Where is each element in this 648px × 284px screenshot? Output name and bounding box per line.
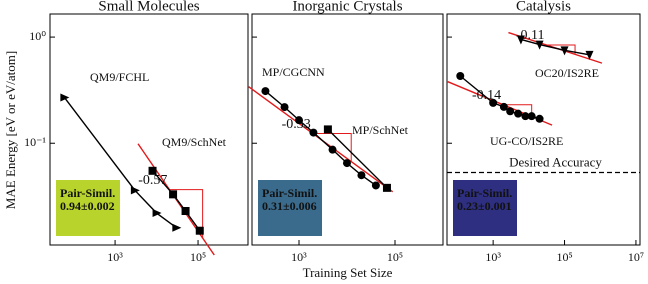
marker bbox=[585, 50, 594, 60]
marker bbox=[371, 181, 380, 190]
marker bbox=[152, 209, 162, 218]
panel-frame bbox=[251, 13, 444, 246]
series-label: UG-CO/IS2RE bbox=[490, 134, 563, 148]
slope-triangle bbox=[546, 44, 576, 55]
marker bbox=[382, 183, 391, 192]
marker bbox=[560, 46, 569, 56]
x-tick-label: 10⁷ bbox=[628, 250, 644, 264]
x-axis-label: Training Set Size bbox=[303, 265, 393, 280]
inset-label: Pair-Simil. bbox=[457, 186, 512, 200]
marker bbox=[357, 171, 366, 180]
x-tick-label: 10⁵ bbox=[190, 250, 206, 264]
inset-label: Pair-Simil. bbox=[262, 186, 317, 200]
similarity-inset bbox=[453, 180, 517, 236]
marker bbox=[181, 206, 190, 215]
marker bbox=[130, 186, 140, 195]
marker bbox=[499, 102, 508, 111]
series-line bbox=[327, 128, 388, 189]
inset-value: 0.31±0.006 bbox=[262, 199, 317, 213]
reference-label: Desired Accuracy bbox=[509, 154, 602, 169]
x-tick-label: 10³ bbox=[485, 250, 501, 264]
marker bbox=[535, 114, 544, 123]
y-tick-label: 10⁻¹ bbox=[24, 135, 46, 149]
inset-value: 0.23±0.001 bbox=[457, 199, 512, 213]
series-label: QM9/SchNet bbox=[162, 135, 227, 149]
marker bbox=[60, 93, 70, 102]
x-tick-label: 10³ bbox=[291, 250, 307, 264]
series-line bbox=[152, 170, 201, 232]
marker bbox=[527, 112, 536, 121]
series-label: OC20/IS2RE bbox=[535, 66, 599, 80]
marker bbox=[521, 112, 530, 121]
marker bbox=[148, 166, 157, 175]
x-tick-label: 10³ bbox=[107, 250, 123, 264]
marker bbox=[456, 71, 465, 80]
panel-title: Inorganic Crystals bbox=[292, 0, 402, 14]
inset-value: 0.94±0.002 bbox=[60, 199, 115, 213]
series-line bbox=[63, 97, 177, 229]
series-label: QM9/FCHL bbox=[90, 70, 149, 84]
series-line bbox=[520, 38, 590, 56]
x-tick-label: 10⁵ bbox=[387, 250, 403, 264]
series-label: MP/CGCNN bbox=[262, 65, 325, 79]
marker bbox=[516, 35, 525, 45]
slope-label: -0.14 bbox=[472, 88, 501, 103]
marker bbox=[506, 107, 515, 116]
marker bbox=[195, 226, 204, 235]
x-tick-label: 10⁵ bbox=[556, 250, 572, 264]
marker bbox=[261, 87, 270, 96]
panel-title: Catalysis bbox=[516, 0, 571, 14]
panel-frame bbox=[49, 13, 249, 246]
slope-label: -0.33 bbox=[282, 117, 311, 132]
slope-triangle bbox=[169, 189, 204, 239]
similarity-inset bbox=[56, 180, 120, 236]
similarity-inset bbox=[258, 180, 322, 236]
marker bbox=[309, 128, 318, 137]
marker bbox=[294, 116, 303, 125]
marker bbox=[535, 40, 544, 50]
marker bbox=[342, 159, 351, 168]
y-tick-label: 10⁰ bbox=[29, 29, 46, 43]
panel-frame bbox=[446, 13, 641, 246]
panel-title: Small Molecules bbox=[98, 0, 199, 14]
slope-label: -0.57 bbox=[138, 173, 167, 188]
marker bbox=[489, 98, 498, 107]
marker bbox=[169, 190, 178, 199]
y-axis-label: MAE Energy [eV or eV/atom] bbox=[3, 51, 18, 209]
series-label: MP/SchNet bbox=[352, 123, 409, 137]
marker bbox=[514, 109, 523, 118]
marker bbox=[323, 125, 332, 134]
marker bbox=[280, 103, 289, 112]
marker bbox=[172, 223, 182, 232]
marker bbox=[328, 145, 337, 154]
inset-label: Pair-Simil. bbox=[60, 186, 115, 200]
